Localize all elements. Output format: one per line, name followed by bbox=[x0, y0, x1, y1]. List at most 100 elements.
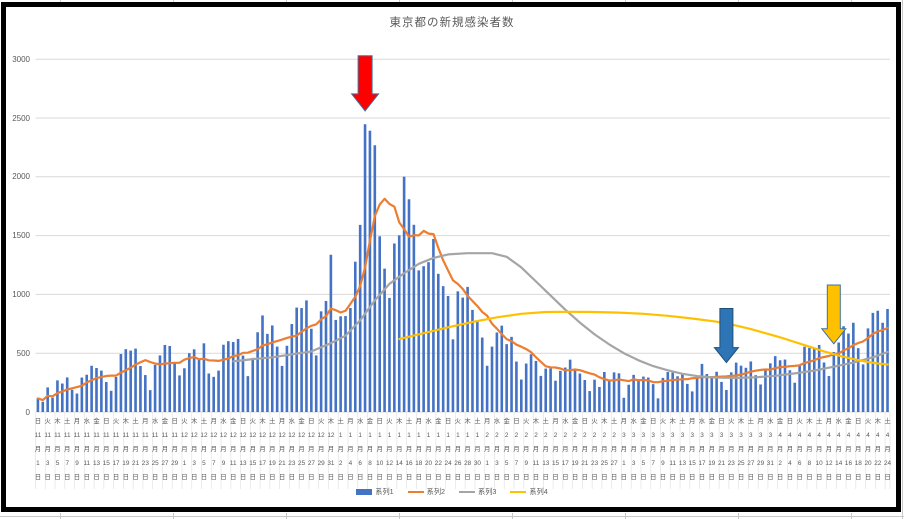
series3-line[interactable] bbox=[232, 252, 889, 379]
bar-series1[interactable] bbox=[456, 291, 460, 412]
bar-series1[interactable] bbox=[529, 354, 533, 412]
bar-series1[interactable] bbox=[549, 368, 552, 412]
bar-series1[interactable] bbox=[285, 345, 289, 412]
bar-series1[interactable] bbox=[75, 393, 79, 412]
bar-series1[interactable] bbox=[578, 373, 582, 412]
bar-series1[interactable] bbox=[666, 372, 670, 412]
bar-series1[interactable] bbox=[61, 383, 64, 412]
bar-series1[interactable] bbox=[90, 365, 93, 412]
bar-series1[interactable] bbox=[358, 224, 362, 412]
bar-series1[interactable] bbox=[432, 239, 435, 412]
bar-series1[interactable] bbox=[852, 322, 855, 412]
bar-series1[interactable] bbox=[749, 361, 753, 412]
bar-series1[interactable] bbox=[344, 316, 347, 412]
bar-series1[interactable] bbox=[65, 377, 69, 412]
bar-series1[interactable] bbox=[617, 373, 621, 412]
bar-series1[interactable] bbox=[100, 370, 103, 412]
bar-series1[interactable] bbox=[393, 243, 396, 412]
bar-series1[interactable] bbox=[275, 346, 279, 412]
bar-series1[interactable] bbox=[593, 379, 596, 412]
bar-series1[interactable] bbox=[471, 309, 474, 412]
yellow-arrow-annotation[interactable] bbox=[820, 284, 847, 345]
bar-series1[interactable] bbox=[559, 370, 562, 412]
bar-series1[interactable] bbox=[119, 354, 123, 412]
bar-series1[interactable] bbox=[246, 376, 250, 412]
bar-series1[interactable] bbox=[881, 322, 884, 412]
bar-series1[interactable] bbox=[754, 375, 757, 412]
blue-arrow-annotation[interactable] bbox=[713, 308, 740, 364]
bar-series1[interactable] bbox=[280, 365, 284, 412]
series4-line[interactable] bbox=[398, 310, 889, 366]
bar-series1[interactable] bbox=[407, 199, 411, 412]
bar-series1[interactable] bbox=[744, 367, 748, 412]
red-arrow-annotation[interactable] bbox=[350, 55, 380, 112]
bar-series1[interactable] bbox=[202, 343, 206, 412]
bar-series1[interactable] bbox=[266, 333, 269, 412]
bar-series1[interactable] bbox=[554, 380, 557, 412]
bar-series1[interactable] bbox=[563, 367, 567, 412]
bar-series1[interactable] bbox=[700, 363, 704, 412]
bar-series1[interactable] bbox=[573, 370, 577, 412]
bar-series1[interactable] bbox=[261, 315, 264, 412]
bar-series1[interactable] bbox=[495, 332, 499, 412]
bar-series1[interactable] bbox=[402, 176, 406, 412]
bar-series1[interactable] bbox=[129, 350, 132, 412]
bar-series1[interactable] bbox=[769, 363, 772, 412]
bar-series1[interactable] bbox=[114, 376, 118, 412]
bar-series1[interactable] bbox=[231, 342, 235, 412]
bar-series1[interactable] bbox=[671, 372, 674, 412]
bar-series1[interactable] bbox=[510, 336, 513, 412]
bar-series1[interactable] bbox=[397, 235, 401, 412]
bar-series1[interactable] bbox=[661, 377, 665, 412]
bar-series1[interactable] bbox=[612, 372, 616, 412]
bar-series1[interactable] bbox=[520, 379, 523, 412]
bar-series1[interactable] bbox=[505, 344, 508, 412]
bar-series1[interactable] bbox=[368, 130, 372, 412]
bar-series1[interactable] bbox=[637, 379, 640, 412]
bar-series1[interactable] bbox=[148, 390, 152, 412]
bar-series1[interactable] bbox=[51, 397, 54, 412]
bar-series1[interactable] bbox=[334, 319, 338, 412]
bar-series1[interactable] bbox=[466, 286, 469, 412]
bar-series1[interactable] bbox=[646, 377, 650, 412]
bar-series1[interactable] bbox=[622, 397, 626, 412]
bar-series1[interactable] bbox=[759, 384, 762, 412]
bar-series1[interactable] bbox=[681, 373, 684, 412]
bar-series1[interactable] bbox=[441, 286, 445, 412]
bar-series1[interactable] bbox=[783, 359, 787, 412]
bar-series1[interactable] bbox=[197, 359, 201, 412]
bar-series1[interactable] bbox=[314, 355, 318, 412]
bar-series1[interactable] bbox=[583, 380, 587, 412]
bar-series1[interactable] bbox=[476, 321, 479, 412]
bar-series1[interactable] bbox=[383, 268, 386, 412]
bar-series1[interactable] bbox=[295, 307, 298, 412]
bar-series1[interactable] bbox=[41, 401, 45, 412]
bar-series1[interactable] bbox=[46, 387, 49, 412]
bar-series1[interactable] bbox=[812, 348, 816, 412]
bar-series1[interactable] bbox=[690, 391, 694, 412]
bar-series1[interactable] bbox=[461, 297, 465, 412]
bar-series1[interactable] bbox=[642, 376, 645, 412]
bar-series1[interactable] bbox=[539, 375, 543, 412]
bar-series1[interactable] bbox=[598, 386, 601, 412]
chart-object-border[interactable] bbox=[1, 2, 901, 512]
bar-series1[interactable] bbox=[842, 326, 845, 412]
bar-series1[interactable] bbox=[153, 364, 157, 412]
bar-series1[interactable] bbox=[251, 357, 255, 412]
legend-item-series2[interactable]: 系列2 bbox=[407, 487, 445, 497]
bar-series1[interactable] bbox=[676, 376, 679, 412]
bar-series1[interactable] bbox=[734, 362, 738, 412]
bar-series1[interactable] bbox=[139, 366, 142, 412]
bar-series1[interactable] bbox=[725, 390, 728, 412]
bar-series1[interactable] bbox=[451, 339, 455, 412]
bar-series1[interactable] bbox=[515, 361, 518, 412]
bar-series1[interactable] bbox=[290, 324, 294, 412]
bar-series1[interactable] bbox=[80, 377, 84, 412]
bar-series1[interactable] bbox=[241, 355, 245, 412]
bar-series1[interactable] bbox=[388, 297, 391, 412]
bar-series1[interactable] bbox=[305, 300, 308, 412]
bar-series1[interactable] bbox=[163, 344, 167, 412]
bar-series1[interactable] bbox=[70, 389, 74, 412]
bar-series1[interactable] bbox=[793, 382, 797, 412]
